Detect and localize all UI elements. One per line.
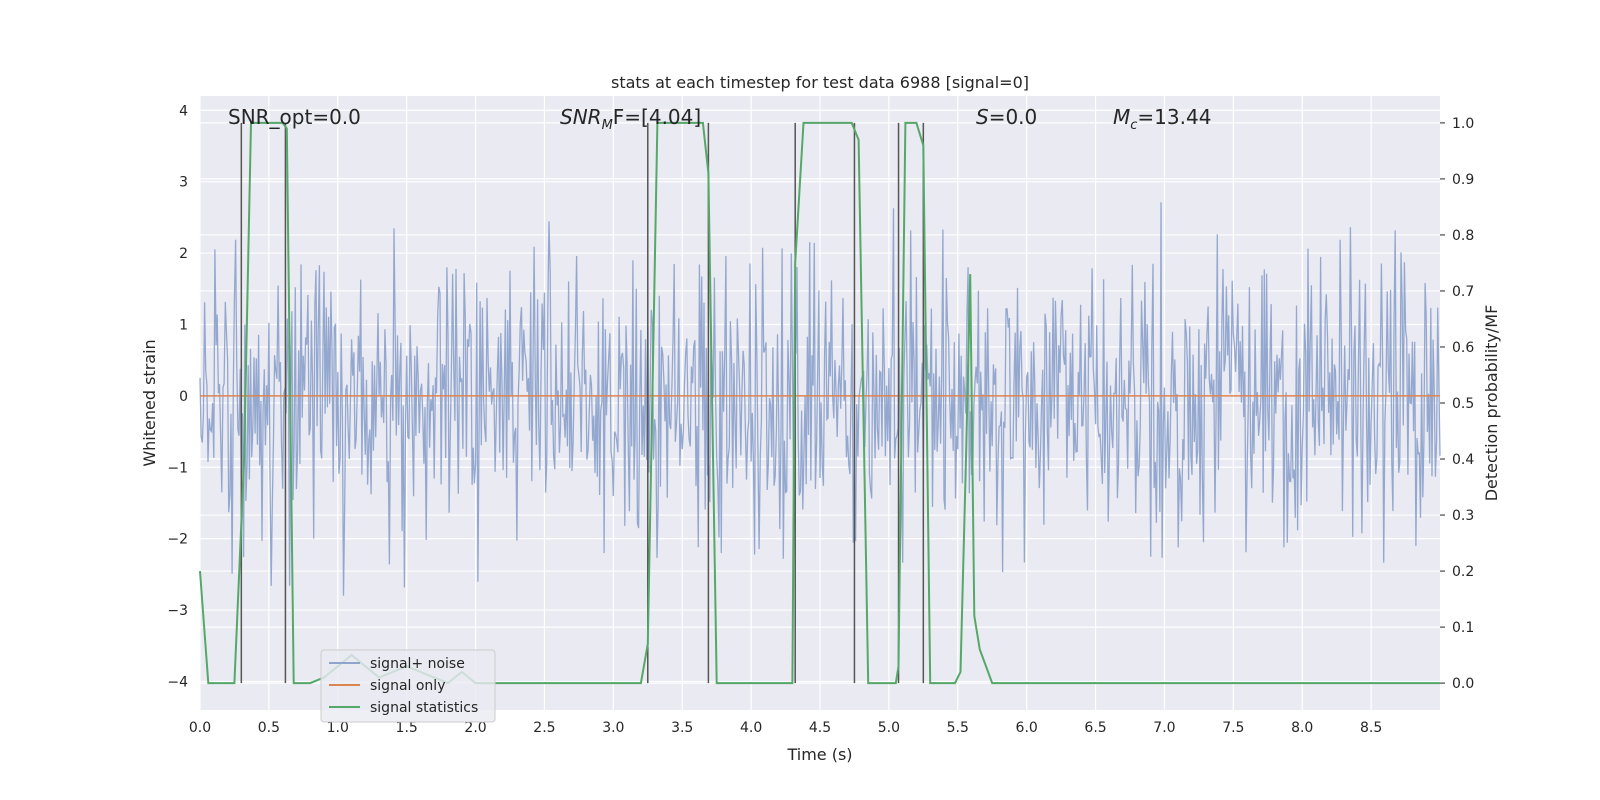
y-tick-label: 3 <box>179 175 188 191</box>
legend-label-stats: signal statistics <box>370 700 478 716</box>
y2-tick-label: 0.5 <box>1452 396 1474 412</box>
y-tick-label: −1 <box>167 460 188 476</box>
x-axis-ticks: 0.0 0.5 1.0 1.5 2.0 2.5 3.0 3.5 4.0 4.5 5.0 5.5 6.0 6… <box>189 720 1382 736</box>
noise-line <box>199 202 1441 596</box>
y2-tick-label: 0.1 <box>1452 620 1474 636</box>
mc-subscript: c <box>1130 118 1137 133</box>
mc-symbol: M <box>1113 105 1130 129</box>
mc-value: =13.44 <box>1137 105 1211 129</box>
y-tick-label: 1 <box>179 317 188 333</box>
y2-tick-label: 0.9 <box>1452 172 1474 188</box>
y2-tick-label: 0.0 <box>1452 676 1474 692</box>
x-tick-label: 6.0 <box>1016 720 1038 736</box>
y-axis-ticks: −4 −3 −2 −1 0 1 2 3 4 <box>167 103 188 690</box>
y-tick-label: −3 <box>167 603 188 619</box>
y-tick-label: 0 <box>179 389 188 405</box>
x-tick-label: 6.5 <box>1084 720 1106 736</box>
legend-label-noise: signal+ noise <box>370 656 465 672</box>
x-tick-label: 5.5 <box>947 720 969 736</box>
annotation-snr-mf: SNRMF=[4.04] <box>560 105 701 133</box>
x-tick-label: 7.0 <box>1153 720 1175 736</box>
y2-tick-label: 0.6 <box>1452 340 1474 356</box>
x-tick-label: 8.5 <box>1360 720 1382 736</box>
annotation-mc: Mc=13.44 <box>1113 105 1211 133</box>
y2-tick-label: 0.8 <box>1452 228 1474 244</box>
x-tick-label: 3.5 <box>671 720 693 736</box>
y2-tick-label: 1.0 <box>1452 116 1474 132</box>
legend: signal+ noise signal only signal statist… <box>320 649 496 723</box>
legend-box <box>320 649 496 723</box>
y2-tick-label: 0.3 <box>1452 508 1474 524</box>
stats-line <box>199 121 1440 685</box>
y-tick-label: 2 <box>179 246 188 262</box>
x-tick-label: 0.0 <box>189 720 211 736</box>
annotation-s: S=0.0 <box>976 105 1037 129</box>
y2-tick-label: 0.7 <box>1452 284 1474 300</box>
x-tick-label: 1.0 <box>327 720 349 736</box>
annotation-snr-opt: SNR_opt=0.0 <box>228 105 361 129</box>
snr-mf-symbol: SNR <box>560 105 602 129</box>
x-tick-label: 0.5 <box>258 720 280 736</box>
signal-noise-series <box>199 202 1441 596</box>
y-tick-label: −2 <box>167 532 188 548</box>
x-tick-label: 4.5 <box>809 720 831 736</box>
y2-axis-label: Detection probability/MF <box>1482 305 1501 502</box>
y2-tick-label: 0.4 <box>1452 452 1474 468</box>
x-tick-label: 2.5 <box>533 720 555 736</box>
y-tick-label: 4 <box>179 103 188 119</box>
y2-tick-label: 0.2 <box>1452 564 1474 580</box>
x-tick-label: 8.0 <box>1291 720 1313 736</box>
y-axis-label: Whitened strain <box>140 339 159 466</box>
x-tick-label: 1.5 <box>396 720 418 736</box>
x-tick-label: 3.0 <box>602 720 624 736</box>
x-tick-label: 7.5 <box>1222 720 1244 736</box>
x-axis-label: Time (s) <box>786 745 852 764</box>
s-symbol: S <box>976 105 989 129</box>
legend-label-signal: signal only <box>370 678 445 694</box>
x-tick-label: 5.0 <box>878 720 900 736</box>
y2-axis-ticks: 0.0 0.1 0.2 0.3 0.4 0.5 0.6 0.7 0.8 0.9 1.0 <box>1440 116 1474 692</box>
s-value: =0.0 <box>989 105 1038 129</box>
y-tick-label: −4 <box>167 674 188 690</box>
chart-title: stats at each timestep for test data 698… <box>611 73 1029 92</box>
x-tick-label: 2.0 <box>464 720 486 736</box>
snr-mf-subscript: M <box>602 118 613 133</box>
x-tick-label: 4.0 <box>740 720 762 736</box>
snr-mf-value: F=[4.04] <box>613 105 701 129</box>
signal-statistics-series <box>199 121 1440 685</box>
